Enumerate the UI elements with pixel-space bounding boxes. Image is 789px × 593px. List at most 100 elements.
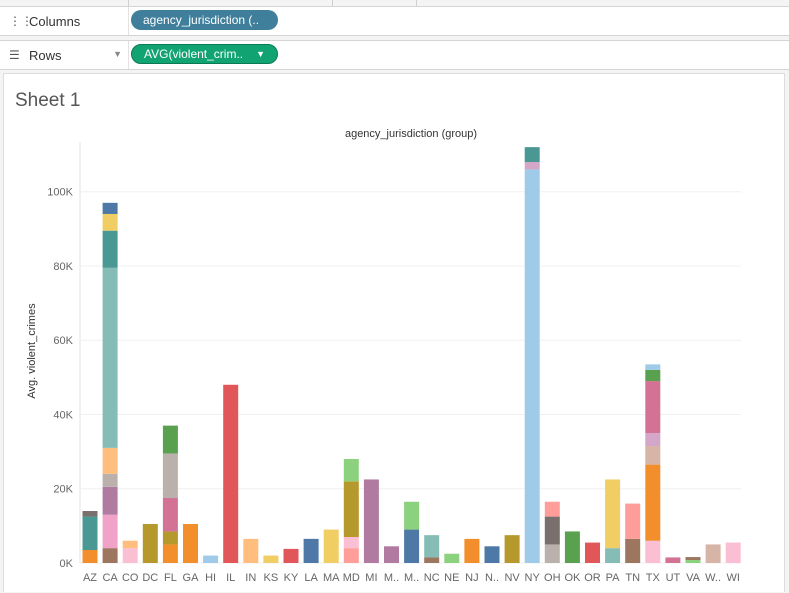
x-tick-label: KY [284, 572, 299, 584]
bar-segment[interactable] [303, 538, 319, 563]
x-tick-label: DC [142, 572, 158, 584]
bar-segment[interactable] [504, 535, 520, 563]
bar-segment[interactable] [685, 557, 701, 561]
bar-segment[interactable] [323, 529, 339, 563]
bar-segment[interactable] [705, 544, 721, 563]
bar-segment[interactable] [645, 364, 661, 370]
bar-segment[interactable] [645, 540, 661, 563]
bar-segment[interactable] [625, 503, 641, 539]
worksheet: Sheet 1 agency_jurisdiction (group) Avg.… [3, 73, 785, 592]
bar-segment[interactable] [685, 560, 701, 563]
y-tick-label: 100K [47, 187, 73, 199]
x-tick-label: PA [606, 572, 621, 584]
bar-segment[interactable] [404, 501, 420, 530]
bar-segment[interactable] [605, 479, 621, 549]
x-tick-label: KS [264, 572, 279, 584]
bar-segment[interactable] [283, 548, 299, 563]
bar-segment[interactable] [203, 555, 219, 563]
bar-segment[interactable] [162, 498, 178, 532]
rows-pill-text: AVG(violent_crim.. [144, 47, 244, 61]
bar-segment[interactable] [343, 537, 359, 549]
x-tick-label: M.. [384, 572, 399, 584]
columns-pill[interactable]: agency_jurisdiction (.. [131, 10, 278, 30]
bar-segment[interactable] [122, 548, 138, 563]
x-tick-label: OR [584, 572, 601, 584]
columns-shelf[interactable]: ⋮⋮ Columns agency_jurisdiction (.. [0, 6, 789, 36]
rows-shelf-dropdown-icon[interactable]: ▼ [113, 49, 122, 59]
bar-segment[interactable] [243, 538, 259, 563]
rows-label: Rows [29, 47, 62, 63]
rows-shelf[interactable]: ☰ Rows ▼ AVG(violent_crim.. ▼ [0, 40, 789, 70]
bar-segment[interactable] [142, 524, 158, 563]
bar-chart: agency_jurisdiction (group) Avg. violent… [26, 128, 741, 584]
bar-segment[interactable] [162, 531, 178, 545]
bar-segment[interactable] [464, 538, 480, 563]
bar-segment[interactable] [102, 486, 118, 515]
bar-segment[interactable] [102, 548, 118, 563]
bar-segment[interactable] [605, 548, 621, 563]
bar-segment[interactable] [102, 267, 118, 448]
y-tick-label: 80K [53, 261, 73, 273]
bar-segment[interactable] [363, 479, 379, 563]
bar-segment[interactable] [524, 161, 540, 170]
bar-segment[interactable] [544, 516, 560, 545]
bar-segment[interactable] [162, 425, 178, 454]
bar-segment[interactable] [102, 202, 118, 214]
bar-segment[interactable] [263, 555, 279, 563]
x-tick-label: CA [102, 572, 118, 584]
columns-icon: ⋮⋮ [9, 14, 33, 28]
bar-segment[interactable] [645, 464, 661, 541]
bar-segment[interactable] [162, 544, 178, 563]
bar-segment[interactable] [444, 553, 460, 563]
bar-segment[interactable] [162, 453, 178, 499]
bar-segment[interactable] [343, 548, 359, 563]
bar-segment[interactable] [665, 557, 681, 563]
bar-segment[interactable] [645, 446, 661, 465]
bar-segment[interactable] [223, 384, 239, 563]
bar-segment[interactable] [82, 516, 98, 551]
bar-segment[interactable] [725, 542, 741, 563]
rows-pill[interactable]: AVG(violent_crim.. ▼ [131, 44, 278, 64]
x-tick-label: GA [183, 572, 200, 584]
bar-segment[interactable] [384, 546, 399, 563]
vertical-scrollbar[interactable] [786, 73, 789, 592]
bar-segment[interactable] [343, 481, 359, 538]
bar-segment[interactable] [102, 447, 118, 474]
bar-segment[interactable] [122, 540, 138, 549]
x-tick-label: NE [444, 572, 459, 584]
bar-segment[interactable] [645, 433, 661, 447]
bar-segment[interactable] [102, 230, 118, 268]
x-tick-label: NV [504, 572, 520, 584]
bar-segment[interactable] [404, 529, 420, 563]
columns-shelf-label: ⋮⋮ Columns [0, 7, 129, 35]
bar-segment[interactable] [524, 147, 540, 162]
x-tick-label: LA [304, 572, 318, 584]
pill-dropdown-icon[interactable]: ▼ [256, 49, 265, 59]
bar-segment[interactable] [544, 544, 560, 563]
bar-segment[interactable] [645, 369, 661, 382]
x-tick-label: NJ [465, 572, 478, 584]
rows-icon: ☰ [9, 48, 20, 62]
bar-segment[interactable] [544, 501, 560, 517]
bar-segment[interactable] [102, 213, 118, 231]
x-tick-label: TX [646, 572, 661, 584]
bar-segment[interactable] [524, 169, 540, 563]
bar-segment[interactable] [82, 511, 98, 517]
bar-segment[interactable] [585, 542, 600, 563]
gridlines [79, 142, 741, 564]
bar-segment[interactable] [82, 550, 98, 563]
bar-segment[interactable] [564, 531, 580, 563]
bar-segment[interactable] [102, 514, 118, 549]
bar-segment[interactable] [625, 538, 641, 563]
bar-segment[interactable] [102, 473, 118, 487]
x-tick-label: MA [323, 572, 340, 584]
bar-segment[interactable] [183, 524, 198, 563]
toolbar-strip [0, 0, 789, 6]
sheet-title: Sheet 1 [15, 90, 81, 111]
bar-segment[interactable] [343, 459, 359, 482]
bar-segment[interactable] [645, 381, 661, 434]
bar-segment[interactable] [424, 535, 440, 558]
x-tick-label: W.. [705, 572, 721, 584]
bar-segment[interactable] [424, 557, 440, 563]
bar-segment[interactable] [484, 546, 500, 563]
